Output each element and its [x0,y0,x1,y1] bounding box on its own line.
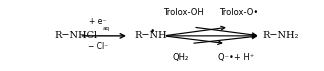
Text: Trolox-OH: Trolox-OH [163,8,203,17]
Text: R−NHCl: R−NHCl [54,31,98,40]
Text: Q⁻•+ H⁺: Q⁻•+ H⁺ [218,53,254,62]
Text: Trolox-O•: Trolox-O• [219,8,259,17]
Text: R−NH: R−NH [135,31,167,40]
Text: •: • [150,27,155,36]
Text: − Cl⁻: − Cl⁻ [87,42,108,51]
Text: aq: aq [103,26,110,31]
Text: + e⁻: + e⁻ [89,17,107,26]
Text: QH₂: QH₂ [173,53,189,62]
Text: R−NH₂: R−NH₂ [263,31,299,40]
